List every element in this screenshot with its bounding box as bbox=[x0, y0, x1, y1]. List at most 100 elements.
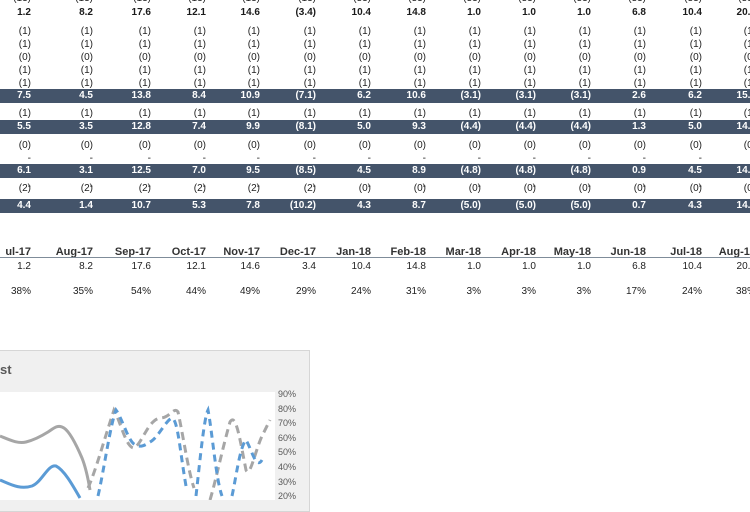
table-cell[interactable]: (1) bbox=[358, 65, 371, 76]
table-cell[interactable]: (4.8) bbox=[460, 165, 481, 176]
table-cell[interactable]: (0) bbox=[18, 140, 31, 151]
table-cell[interactable]: (2) bbox=[303, 183, 316, 194]
table-cell[interactable]: 31% bbox=[405, 286, 426, 297]
table-cell[interactable]: - bbox=[147, 153, 151, 164]
table-cell[interactable]: - bbox=[698, 181, 702, 192]
table-cell[interactable]: (1) bbox=[633, 108, 646, 119]
table-cell[interactable]: 7.4 bbox=[192, 121, 206, 132]
table-cell[interactable]: (1) bbox=[468, 78, 481, 89]
table-cell[interactable]: (0) bbox=[413, 52, 426, 63]
table-cell[interactable]: 10.4 bbox=[682, 261, 702, 272]
table-cell[interactable]: (0) bbox=[358, 183, 371, 194]
table-cell[interactable]: - bbox=[587, 153, 591, 164]
table-cell[interactable]: 44% bbox=[185, 286, 206, 297]
table-cell[interactable]: 1.0 bbox=[467, 7, 481, 18]
table-cell[interactable]: - bbox=[312, 181, 316, 192]
table-cell[interactable]: 38% bbox=[10, 286, 31, 297]
table-cell[interactable]: 6.8 bbox=[632, 261, 646, 272]
table-cell[interactable]: 20.1 bbox=[736, 261, 750, 272]
table-cell[interactable]: 17.6 bbox=[131, 261, 151, 272]
table-cell[interactable]: (5.0) bbox=[515, 200, 536, 211]
table-cell[interactable]: 8.2 bbox=[79, 7, 93, 18]
table-cell[interactable]: (0) bbox=[468, 140, 481, 151]
table-cell[interactable]: (0) bbox=[468, 183, 481, 194]
table-cell[interactable]: (1) bbox=[303, 26, 316, 37]
table-cell[interactable]: (33) bbox=[366, 0, 426, 6]
table-cell[interactable]: 5.5 bbox=[17, 121, 31, 132]
table-cell[interactable]: (1) bbox=[689, 108, 702, 119]
table-cell[interactable]: (1) bbox=[578, 65, 591, 76]
table-cell[interactable]: (1) bbox=[413, 39, 426, 50]
table-cell[interactable]: 1.2 bbox=[17, 7, 31, 18]
table-cell[interactable]: (0) bbox=[633, 183, 646, 194]
table-cell[interactable]: 5.0 bbox=[357, 121, 371, 132]
table-cell[interactable]: 17% bbox=[625, 286, 646, 297]
table-cell[interactable]: (1) bbox=[18, 39, 31, 50]
table-cell[interactable]: 4.3 bbox=[688, 200, 702, 211]
table-cell[interactable]: (1) bbox=[80, 108, 93, 119]
table-cell[interactable]: (1) bbox=[743, 78, 750, 89]
table-cell[interactable]: (0) bbox=[633, 140, 646, 151]
table-cell[interactable]: 24% bbox=[681, 286, 702, 297]
table-cell[interactable]: Jan-18 bbox=[336, 246, 371, 258]
table-cell[interactable]: (1) bbox=[578, 26, 591, 37]
table-cell[interactable]: ul-17 bbox=[5, 246, 31, 258]
table-cell[interactable]: (0) bbox=[413, 183, 426, 194]
table-cell[interactable]: (2) bbox=[80, 183, 93, 194]
table-cell[interactable]: - bbox=[89, 181, 93, 192]
table-cell[interactable]: (0) bbox=[743, 140, 750, 151]
table-cell[interactable]: (13) bbox=[256, 0, 316, 6]
table-cell[interactable]: Jun-18 bbox=[610, 246, 646, 258]
table-cell[interactable]: Sep-17 bbox=[114, 246, 151, 258]
table-cell[interactable]: (4.8) bbox=[515, 165, 536, 176]
table-cell[interactable]: (1) bbox=[18, 108, 31, 119]
table-cell[interactable]: (13) bbox=[0, 0, 31, 6]
table-cell[interactable]: 24% bbox=[350, 286, 371, 297]
table-cell[interactable]: Mar-18 bbox=[445, 246, 481, 258]
table-cell[interactable]: Aug-17 bbox=[55, 246, 93, 258]
table-cell[interactable]: (3.1) bbox=[460, 90, 481, 101]
table-cell[interactable]: - bbox=[587, 181, 591, 192]
table-cell[interactable]: (3.1) bbox=[570, 90, 591, 101]
table-cell[interactable]: - bbox=[256, 181, 260, 192]
table-cell[interactable]: 14.6 bbox=[240, 261, 260, 272]
table-cell[interactable]: (1) bbox=[193, 26, 206, 37]
table-cell[interactable]: (1) bbox=[578, 78, 591, 89]
table-cell[interactable]: (0) bbox=[18, 52, 31, 63]
table-cell[interactable]: (1) bbox=[303, 39, 316, 50]
table-cell[interactable]: (2) bbox=[18, 183, 31, 194]
table-cell[interactable]: 4.5 bbox=[688, 165, 702, 176]
table-cell[interactable]: (0) bbox=[578, 140, 591, 151]
table-cell[interactable]: (1) bbox=[689, 39, 702, 50]
table-cell[interactable]: 3% bbox=[521, 286, 536, 297]
table-cell[interactable]: (1) bbox=[80, 26, 93, 37]
table-cell[interactable]: (1) bbox=[689, 26, 702, 37]
table-cell[interactable]: (1) bbox=[138, 26, 151, 37]
table-cell[interactable]: (4.4) bbox=[460, 121, 481, 132]
table-cell[interactable]: (33) bbox=[476, 0, 536, 6]
table-cell[interactable]: (1) bbox=[358, 26, 371, 37]
table-cell[interactable]: 14.8 bbox=[406, 261, 426, 272]
table-cell[interactable]: (1) bbox=[80, 78, 93, 89]
table-cell[interactable]: (33) bbox=[531, 0, 591, 6]
table-cell[interactable]: (0) bbox=[523, 183, 536, 194]
table-cell[interactable]: 6.8 bbox=[632, 7, 646, 18]
table-cell[interactable]: 7.0 bbox=[192, 165, 206, 176]
table-cell[interactable]: May-18 bbox=[553, 246, 591, 258]
table-cell[interactable]: 3% bbox=[576, 286, 591, 297]
table-cell[interactable]: (1) bbox=[633, 39, 646, 50]
table-cell[interactable]: 13.8 bbox=[131, 90, 151, 101]
table-cell[interactable]: 29% bbox=[295, 286, 316, 297]
table-cell[interactable]: 10.6 bbox=[406, 90, 426, 101]
table-cell[interactable]: (1) bbox=[303, 65, 316, 76]
table-cell[interactable]: (1) bbox=[413, 78, 426, 89]
table-cell[interactable]: (0) bbox=[80, 52, 93, 63]
table-cell[interactable]: (1) bbox=[468, 65, 481, 76]
table-cell[interactable]: (0) bbox=[247, 52, 260, 63]
table-cell[interactable]: (1) bbox=[633, 78, 646, 89]
table-cell[interactable]: (1) bbox=[743, 65, 750, 76]
table-cell[interactable]: (1) bbox=[413, 26, 426, 37]
table-cell[interactable]: (0) bbox=[689, 140, 702, 151]
table-cell[interactable]: (1) bbox=[303, 78, 316, 89]
table-cell[interactable]: (13) bbox=[91, 0, 151, 6]
